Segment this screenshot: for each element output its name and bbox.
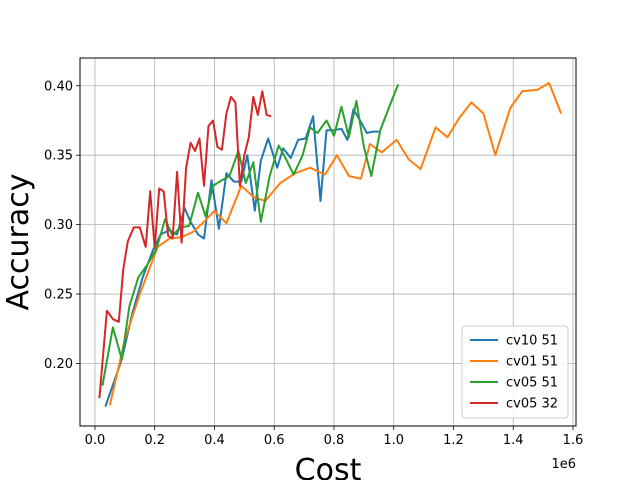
x-axis-offset-label: 1e6 — [551, 457, 576, 472]
y-axis-title: Accuracy — [1, 174, 36, 311]
x-tick-label: 1.4 — [503, 433, 524, 448]
legend-label: cv10 51 — [506, 334, 558, 349]
series-line-cv01-51 — [108, 82, 563, 406]
x-tick-label: 0.8 — [324, 433, 345, 448]
legend-box — [461, 325, 569, 419]
y-tick-label: 0.35 — [44, 149, 73, 164]
x-axis-title: Cost — [295, 453, 362, 480]
y-tick-label: 0.40 — [44, 79, 73, 94]
y-axis-ticks: 0.20 0.25 0.30 0.35 0.40 — [44, 79, 80, 372]
x-tick-label: 0.0 — [85, 433, 106, 448]
legend: cv10 51 cv01 51 cv05 51 cv05 32 — [461, 325, 569, 419]
y-tick-label: 0.20 — [44, 357, 73, 372]
x-axis-ticks: 0.0 0.2 0.4 0.6 0.8 1.0 1.2 1.4 1.6 — [85, 426, 584, 448]
x-tick-label: 0.2 — [144, 433, 165, 448]
legend-label: cv01 51 — [506, 355, 558, 370]
legend-label: cv05 32 — [506, 397, 558, 412]
x-tick-label: 0.6 — [264, 433, 285, 448]
y-tick-label: 0.30 — [44, 218, 73, 233]
x-tick-label: 1.6 — [563, 433, 584, 448]
plot-frame — [79, 57, 577, 427]
y-tick-label: 0.25 — [44, 288, 73, 303]
x-tick-label: 1.0 — [383, 433, 404, 448]
legend-label: cv05 51 — [506, 376, 558, 391]
x-tick-label: 0.4 — [204, 433, 225, 448]
plot-series — [98, 82, 563, 407]
series-line-cv05-51 — [101, 84, 400, 386]
x-tick-label: 1.2 — [443, 433, 464, 448]
series-line-cv05-32 — [98, 90, 272, 399]
